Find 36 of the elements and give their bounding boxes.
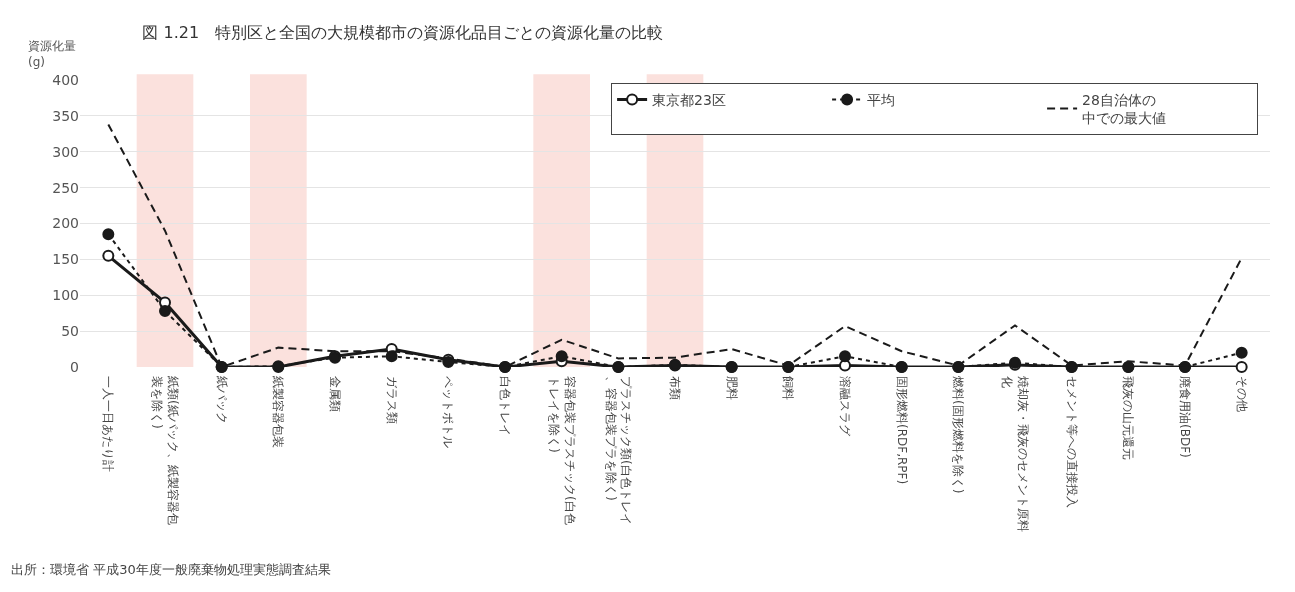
- legend-label: 平均: [867, 91, 896, 108]
- chart-title: 図 1.21 特別区と全国の大規模都市の資源化品目ごとの資源化量の比較: [142, 22, 664, 42]
- y-tick-label: 350: [52, 107, 79, 124]
- x-tick-label: 燃料(固形燃料を除く): [951, 376, 966, 494]
- legend-label: 東京都23区: [652, 91, 726, 108]
- x-tick-label: 紙製容器包装: [271, 376, 286, 448]
- x-tick-label: 一人一日あたり計: [101, 376, 116, 472]
- x-tick-label: 金属類: [328, 376, 343, 412]
- x-tick-label: 白色トレイ: [498, 376, 513, 436]
- x-tick-label: 紙類(紙パック、紙製容器包装を除く): [150, 376, 180, 525]
- x-tick-label: プラスチック類(白色トレイ、容器包装プラを除く): [603, 376, 634, 525]
- x-tick-label: ガラス類: [384, 376, 399, 424]
- y-tick-label: 400: [52, 71, 79, 88]
- x-tick-label: 飛灰の山元還元: [1121, 376, 1136, 460]
- y-tick-label: 300: [52, 143, 79, 160]
- y-tick-label: 250: [52, 179, 79, 196]
- y-axis-title: 資源化量(g): [28, 39, 76, 69]
- x-tick-label: 固形燃料(RDF,RPF): [894, 376, 909, 485]
- x-tick-label: 溶融スラグ: [838, 376, 853, 437]
- y-tick-label: 50: [61, 323, 79, 340]
- y-tick-label: 0: [70, 358, 79, 375]
- y-tick-label: 200: [52, 215, 79, 232]
- x-tick-label: 容器包装プラスチック(白色トレイを除く): [546, 376, 577, 525]
- x-tick-label: セメント等への直接投入: [1064, 376, 1079, 508]
- legend-label: 28自治体の中での最大値: [1082, 91, 1167, 127]
- x-tick-label: 紙パック: [214, 376, 229, 424]
- x-tick-label: 廃食用油(BDF): [1178, 376, 1193, 458]
- x-tick-label: ペットボトル: [441, 376, 456, 448]
- x-tick-label: 肥料: [724, 376, 739, 400]
- text: 出所：環境省 平成30年度一般廃棄物処理実態調査結果: [11, 562, 331, 577]
- x-tick-label: 布類: [668, 376, 683, 400]
- y-tick-label: 100: [52, 287, 79, 304]
- x-tick-label: その他: [1234, 376, 1249, 412]
- x-tick-label: 焼却灰・飛灰のセメント原料化: [1000, 376, 1030, 532]
- y-tick-label: 150: [52, 251, 79, 268]
- x-tick-label: 飼料: [781, 376, 796, 400]
